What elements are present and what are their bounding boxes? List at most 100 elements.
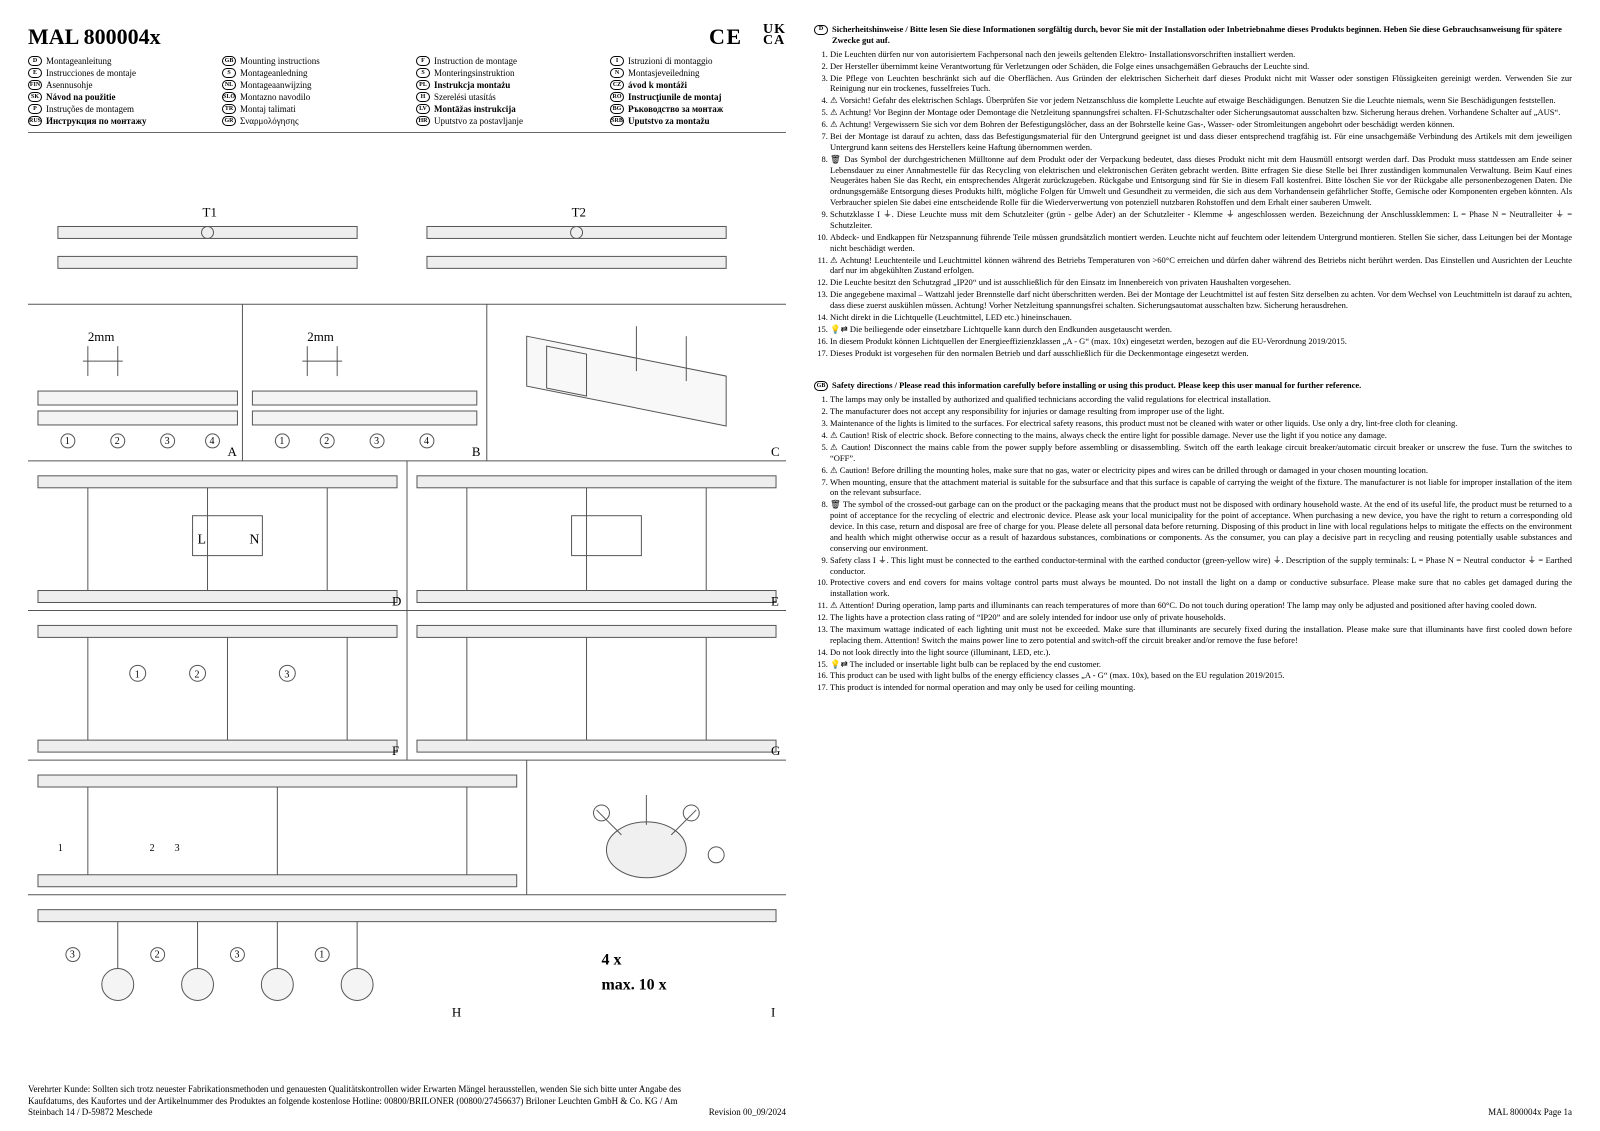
qty-4x: 4 x	[601, 952, 621, 969]
panel-B: B	[472, 444, 481, 459]
language-label: Monteringsinstruktion	[434, 68, 515, 78]
language-badge: I	[610, 56, 624, 66]
language-item: F Instruction de montage	[416, 56, 592, 66]
language-item: HSzerelési utasítás	[416, 92, 592, 102]
safety-item: 💡⇄ The included or insertable light bulb…	[830, 659, 1572, 670]
svg-text:2: 2	[155, 950, 160, 961]
safety-item: Nicht direkt in die Lichtquelle (Leuchtm…	[830, 312, 1572, 323]
safety-item: ⚠ Achtung! Leuchtenteile und Leuchtmitte…	[830, 255, 1572, 277]
header: MAL 800004x C E UK CA	[28, 24, 786, 50]
svg-text:3: 3	[70, 950, 75, 961]
diagram-dim-2: 2mm	[307, 329, 334, 344]
svg-text:1: 1	[279, 436, 284, 447]
language-label: Istruzioni di montaggio	[628, 56, 713, 66]
safety-item: Die angegebene maximal – Wattzahl jeder …	[830, 289, 1572, 311]
svg-text:3: 3	[284, 669, 289, 680]
terminal-L: L	[198, 533, 207, 548]
svg-text:4: 4	[424, 436, 429, 447]
language-badge: SK	[28, 92, 42, 102]
language-item: PInstruções de montagem	[28, 104, 204, 114]
diagram-label-t1: T1	[203, 205, 217, 220]
svg-text:4: 4	[210, 436, 215, 447]
section-en-heading: GB Safety directions / Please read this …	[814, 380, 1572, 391]
language-label: Instruction de montage	[434, 56, 517, 66]
safety-item: ⚠ Attention! During operation, lamp part…	[830, 600, 1572, 611]
language-badge: F	[416, 56, 430, 66]
language-label: Σναρμολόγησης	[240, 116, 299, 126]
safety-item: Schutzklasse I ⏚. Diese Leuchte muss mit…	[830, 209, 1572, 231]
safety-item: Die Leuchte besitzt den Schutzgrad „IP20…	[830, 277, 1572, 288]
product-title: MAL 800004x	[28, 24, 161, 50]
language-item: ROInstrucţiunile de montaj	[610, 92, 786, 102]
panel-C: C	[771, 444, 780, 459]
safety-item: Bei der Montage ist darauf zu achten, da…	[830, 131, 1572, 153]
safety-item: Protective covers and end covers for mai…	[830, 577, 1572, 599]
diagram-label-t2: T2	[572, 205, 586, 220]
language-badge: FIN	[28, 80, 42, 90]
safety-item: The lights have a protection class ratin…	[830, 612, 1572, 623]
right-page: D Sicherheitshinweise / Bitte lesen Sie …	[814, 24, 1572, 1119]
language-item: TRMontaj talimati	[222, 104, 398, 114]
safety-item: Die Leuchten dürfen nur von autorisierte…	[830, 49, 1572, 60]
language-badge: S	[416, 68, 430, 78]
heading-de-text: Sicherheitshinweise / Bitte lesen Sie di…	[832, 24, 1572, 46]
language-item: PLInstrukcja montażu	[416, 80, 592, 90]
svg-text:2: 2	[150, 843, 155, 854]
language-item: GBMounting instructions	[222, 56, 398, 66]
panel-I: I	[771, 1004, 775, 1019]
language-label: Montāžas instrukcija	[434, 104, 516, 114]
svg-text:3: 3	[374, 436, 379, 447]
language-badge: SLO	[222, 92, 236, 102]
language-label: Instrucţiunile de montaj	[628, 92, 722, 102]
language-label: ávod k montáži	[628, 80, 687, 90]
language-list: DMontageanleitungGBMounting instructions…	[28, 56, 786, 133]
language-badge: SRB	[610, 116, 624, 126]
diagram-svg: T1 T2 2mm 2mm A B C D E F G H I L N 4 x …	[28, 143, 786, 1078]
language-item: NMontasjeveiledning	[610, 68, 786, 78]
language-label: Montasjeveiledning	[628, 68, 700, 78]
qty-max10x: max. 10 x	[601, 976, 666, 993]
language-label: Mounting instructions	[240, 56, 320, 66]
language-item: I Istruzioni di montaggio	[610, 56, 786, 66]
safety-item: Do not look directly into the light sour…	[830, 647, 1572, 658]
language-item: SMontageanledning	[222, 68, 398, 78]
safety-item: In diesem Produkt können Lichtquellen de…	[830, 336, 1572, 347]
language-item: NLMontageaanwijzing	[222, 80, 398, 90]
language-badge: BG	[610, 104, 624, 114]
language-item: RUSИнструкция по монтажу	[28, 116, 204, 126]
safety-item: 🗑 Das Symbol der durchgestrichenen Müllt…	[830, 154, 1572, 208]
safety-list-en: The lamps may only be installed by autho…	[814, 394, 1572, 693]
safety-item: Der Hersteller übernimmt keine Verantwor…	[830, 61, 1572, 72]
section-de-heading: D Sicherheitshinweise / Bitte lesen Sie …	[814, 24, 1572, 46]
language-badge: D	[28, 56, 42, 66]
svg-text:3: 3	[175, 843, 180, 854]
language-item: GRΣναρμολόγησης	[222, 116, 398, 126]
svg-text:3: 3	[234, 950, 239, 961]
safety-item: Maintenance of the lights is limited to …	[830, 418, 1572, 429]
svg-text:2: 2	[195, 669, 200, 680]
language-label: Asennusohje	[46, 80, 93, 90]
section-en: GB Safety directions / Please read this …	[814, 380, 1572, 703]
safety-item: ⚠ Caution! Risk of electric shock. Befor…	[830, 430, 1572, 441]
svg-text:1: 1	[65, 436, 70, 447]
badge-de: D	[814, 25, 828, 35]
safety-item: The lamps may only be installed by autho…	[830, 394, 1572, 405]
safety-item: The manufacturer does not accept any res…	[830, 406, 1572, 417]
footer-right: MAL 800004x Page 1a	[814, 1101, 1572, 1119]
panel-H: H	[452, 1004, 461, 1019]
badge-en: GB	[814, 381, 828, 391]
safety-item: ⚠ Vorsicht! Gefahr des elektrischen Schl…	[830, 95, 1572, 106]
safety-item: Dieses Produkt ist vorgesehen für den no…	[830, 348, 1572, 359]
ukca-mark-icon: UK CA	[763, 24, 786, 46]
language-item: S Monteringsinstruktion	[416, 68, 592, 78]
section-de: D Sicherheitshinweise / Bitte lesen Sie …	[814, 24, 1572, 368]
language-item: CZávod k montáži	[610, 80, 786, 90]
safety-item: ⚠ Caution! Before drilling the mounting …	[830, 465, 1572, 476]
language-badge: TR	[222, 104, 236, 114]
left-page: MAL 800004x C E UK CA DMontageanleitungG…	[28, 24, 786, 1119]
safety-item: This product can be used with light bulb…	[830, 670, 1572, 681]
language-badge: HR	[416, 116, 430, 126]
safety-item: The maximum wattage indicated of each li…	[830, 624, 1572, 646]
svg-text:2: 2	[324, 436, 329, 447]
language-label: Montageanledning	[240, 68, 307, 78]
